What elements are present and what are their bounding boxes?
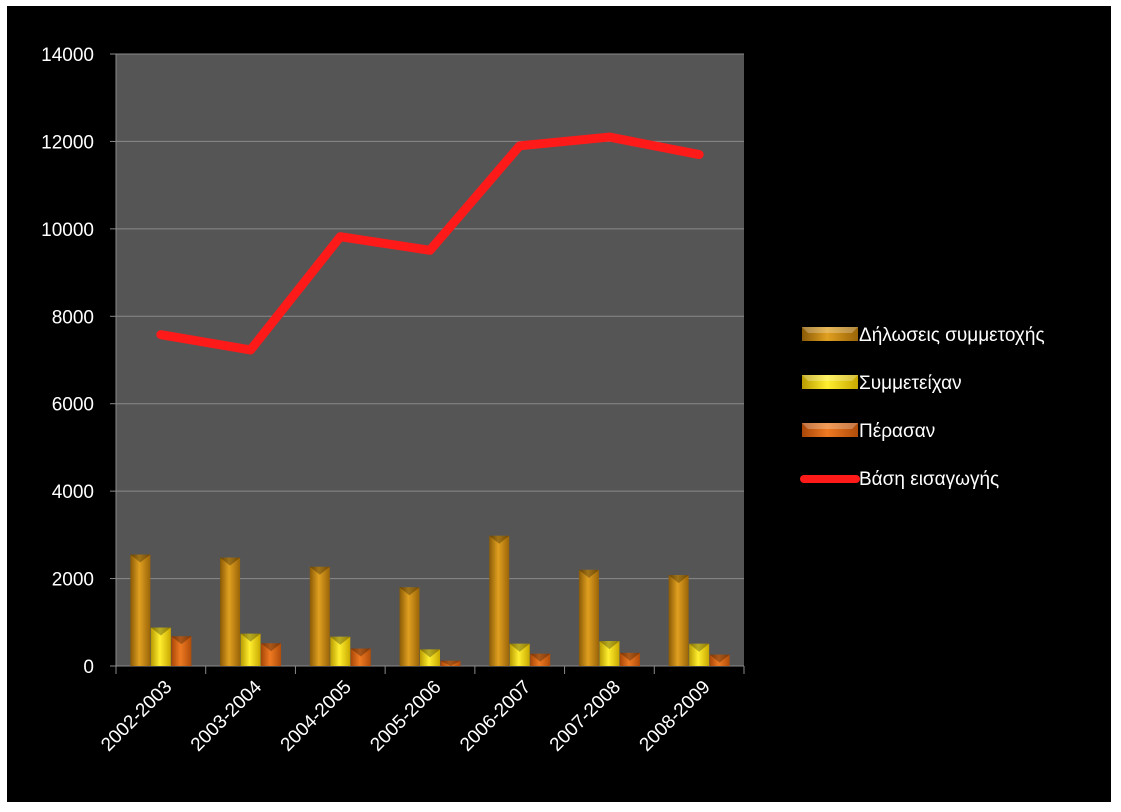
y-tick-label: 4000 [52,482,94,503]
bar [330,636,351,666]
bars [130,535,730,666]
y-tick-label: 12000 [41,132,94,153]
line-series [156,132,704,355]
x-tick-label: 2005-2006 [366,677,445,756]
legend-swatch [802,375,858,389]
y-tick-label: 6000 [52,395,94,416]
bar-cap [709,654,730,663]
bar-cap [240,633,261,642]
bar [171,636,192,666]
bar [261,643,282,666]
bar [489,535,510,666]
legend-label: Δήλωσεις συμμετοχής [859,325,1045,346]
bar-cap [509,643,530,652]
bar [440,660,461,666]
bar [220,557,241,666]
bar-cap [420,649,440,658]
bar [350,648,371,666]
line-series-path [156,132,704,355]
bar-cap [350,648,371,657]
legend-swatch [802,327,858,341]
bar-cap [530,653,551,662]
bar-cap [309,566,330,575]
bar-cap [578,569,599,578]
x-tick-label: 2002-2003 [97,677,176,756]
y-tick-label: 2000 [52,570,94,591]
y-tick-label: 14000 [41,45,94,66]
legend: Δήλωσεις συμμετοχής Συμμετείχαν Πέρασαν Βάσ… [800,325,1045,490]
bar [130,554,151,666]
bar [689,643,710,666]
bar [420,649,440,666]
bar-cap [599,641,620,650]
bar [599,641,620,666]
bar [530,653,551,666]
bar-cap [171,636,192,645]
bar-cap [668,575,689,584]
bar-cap [130,554,151,563]
bar-cap [440,660,461,666]
bar [150,627,171,666]
legend-label: Βάση εισαγωγής [859,469,999,490]
bar-cap [619,652,640,661]
y-tick-label: 0 [83,657,94,678]
bar [240,633,261,666]
x-tick-label: 2003-2004 [187,676,266,755]
legend-swatch [802,423,858,437]
bar [509,643,530,666]
bar-cap [150,627,171,636]
x-tick-label: 2008-2009 [636,677,715,756]
y-tick-label: 8000 [52,307,94,328]
bar-cap [689,643,710,652]
bar-cap [220,557,241,566]
legend-swatch-bevel [802,375,858,381]
bar [309,566,330,666]
bar [578,569,599,666]
legend-swatch-bevel [802,423,858,429]
x-tick-label: 2004-2005 [277,677,356,756]
bar [619,652,640,666]
bar-cap [261,643,282,652]
legend-label: Συμμετείχαν [859,373,962,394]
legend-swatch-bevel [802,327,858,333]
legend-label: Πέρασαν [859,421,935,442]
y-tick-label: 10000 [41,220,94,241]
bar [399,587,420,666]
x-tick-label: 2007-2008 [546,677,625,756]
bar [668,575,689,666]
bar [709,654,730,666]
bar-cap [330,636,351,645]
bar-cap [489,535,510,544]
x-tick-label: 2006-2007 [456,677,535,756]
bar-cap [399,587,420,596]
